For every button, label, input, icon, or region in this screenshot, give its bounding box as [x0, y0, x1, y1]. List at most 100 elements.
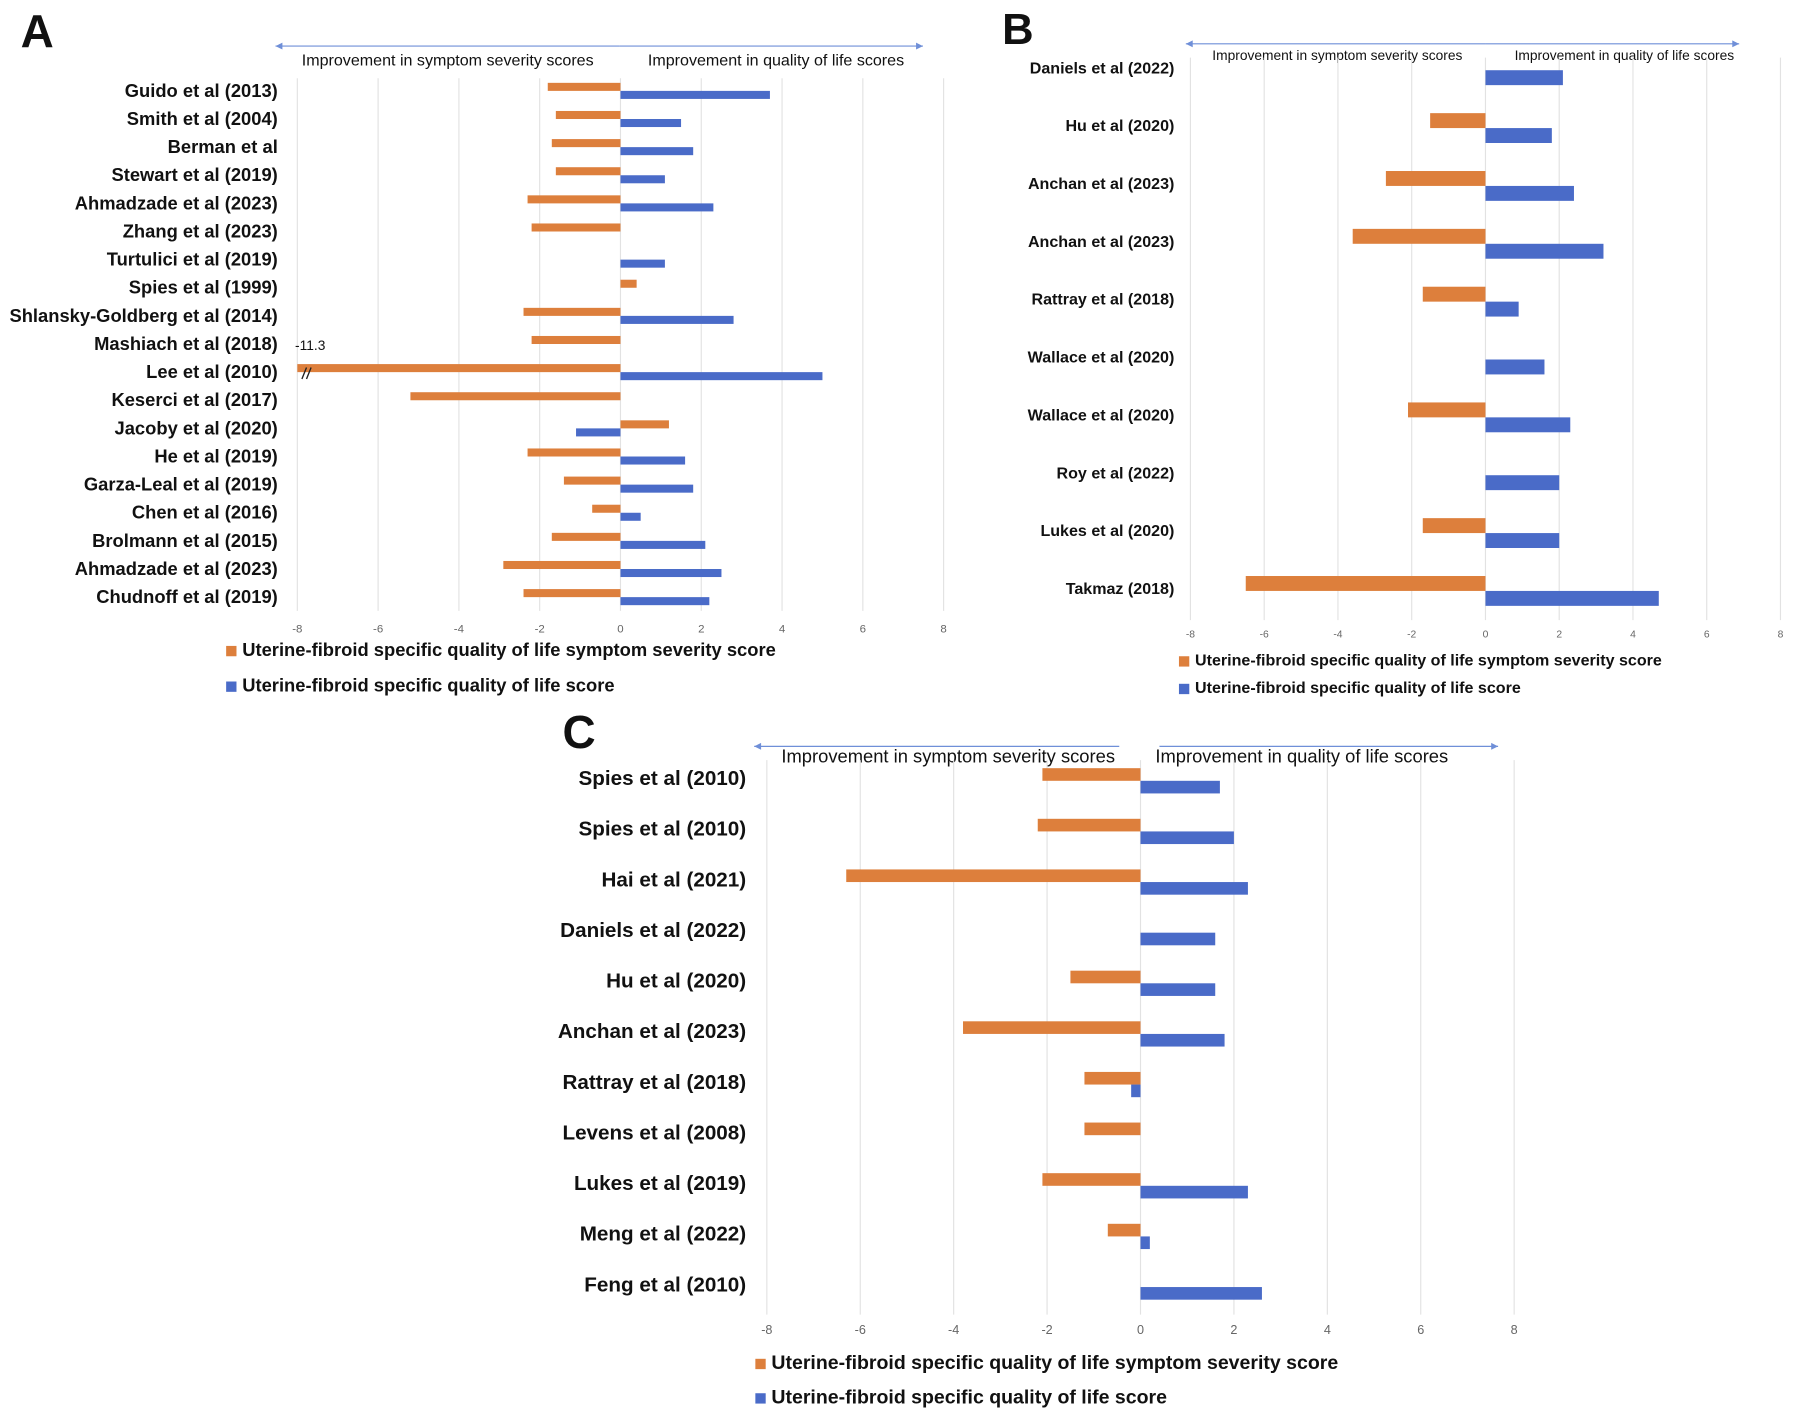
category-label: Wallace et al (2020) [1028, 406, 1175, 424]
category-label: Anchan et al (2023) [1028, 175, 1174, 193]
x-tick-label: -6 [373, 623, 383, 635]
legend-swatch [1178, 683, 1190, 695]
category-label: Anchan et al (2023) [558, 1020, 746, 1043]
bar [620, 315, 734, 324]
x-tick-label: 8 [1511, 1323, 1518, 1337]
bar [1422, 518, 1486, 534]
category-label: Spies et al (1999) [129, 277, 278, 298]
category-label: Hai et al (2021) [602, 868, 747, 891]
bar [1140, 932, 1216, 946]
category-label: Zhang et al (2023) [123, 220, 278, 241]
category-label: Lukes et al (2019) [574, 1172, 746, 1195]
bar [1485, 70, 1563, 86]
x-tick-label: 0 [1483, 630, 1489, 641]
bar [531, 223, 621, 232]
bar [503, 560, 621, 570]
bar [1485, 128, 1552, 143]
bar [563, 476, 621, 485]
category-label: Turtulici et al (2019) [107, 249, 278, 270]
x-tick-label: 6 [1417, 1323, 1424, 1337]
arrow-head [275, 42, 283, 50]
category-label: Lukes et al (2020) [1040, 522, 1174, 540]
bar [551, 532, 621, 541]
annotation: Improvement in symptom severity scores [1212, 48, 1462, 63]
x-tick-label: 0 [617, 623, 623, 635]
x-tick-label: 8 [1778, 630, 1784, 641]
category-label: Chen et al (2016) [132, 502, 278, 523]
bar [551, 139, 621, 148]
legend-label: Uterine-fibroid specific quality of life… [1195, 679, 1521, 697]
bar [1037, 818, 1141, 832]
category-label: Keserci et al (2017) [111, 389, 277, 410]
bar [527, 195, 621, 204]
category-label: Ahmadzade et al (2023) [75, 192, 278, 213]
legend-label: Uterine-fibroid specific quality of life… [242, 639, 776, 660]
legend-swatch [226, 645, 237, 657]
bar [620, 203, 714, 212]
x-tick-label: -2 [535, 623, 545, 635]
bar [1485, 359, 1545, 375]
x-tick-label: 6 [860, 623, 866, 635]
x-tick-label: -2 [1041, 1323, 1052, 1337]
bar [1485, 533, 1560, 548]
bar [1140, 1287, 1262, 1300]
value-label: -11.3 [295, 338, 326, 353]
bar [620, 119, 682, 128]
panel-label: B [1002, 6, 1034, 54]
bar [410, 392, 621, 401]
category-label: Wallace et al (2020) [1028, 349, 1175, 367]
arrow-head [1491, 742, 1499, 750]
bar [1408, 402, 1486, 418]
bar [1140, 831, 1234, 845]
x-tick-label: -4 [1333, 630, 1342, 641]
bar [1385, 171, 1486, 186]
bar [1042, 1173, 1141, 1186]
category-label: Levens et al (2008) [562, 1121, 746, 1144]
bar [1140, 882, 1248, 895]
category-label: Brolmann et al (2015) [92, 530, 278, 551]
bar [620, 420, 669, 429]
bar [620, 569, 722, 578]
x-tick-label: 6 [1704, 630, 1710, 641]
bar [523, 589, 621, 598]
category-label: Hu et al (2020) [606, 970, 746, 993]
bar [620, 147, 694, 156]
bar [620, 597, 710, 606]
bar [523, 307, 621, 316]
bar [297, 364, 621, 373]
bar [555, 167, 621, 176]
x-tick-label: 8 [940, 623, 946, 635]
annotation: Improvement in quality of life scores [1155, 746, 1448, 767]
bar [1070, 970, 1141, 984]
bar [547, 82, 621, 91]
bar [1140, 1236, 1150, 1250]
panel: A Improvement in symptom severity scores I… [9, 5, 946, 696]
bar [1140, 1033, 1225, 1047]
bar [1245, 576, 1486, 591]
arrow-head [916, 42, 923, 50]
bar [620, 372, 823, 381]
bar [592, 504, 621, 513]
bar [1084, 1122, 1141, 1136]
annotation: Improvement in symptom severity scores [302, 51, 594, 69]
x-tick-label: 4 [1630, 630, 1636, 641]
bar [527, 448, 621, 457]
category-label: Rattray et al (2018) [1032, 291, 1175, 309]
category-label: Berman et al [168, 136, 278, 157]
x-tick-label: -8 [292, 623, 302, 635]
bar [1140, 780, 1220, 794]
category-label: Feng et al (2010) [584, 1273, 746, 1296]
bar [846, 869, 1141, 883]
annotation: Improvement in quality of life scores [648, 51, 904, 69]
bar [620, 456, 686, 465]
category-label: Roy et al (2022) [1057, 464, 1175, 482]
x-tick-label: -8 [1186, 630, 1195, 641]
category-label: Spies et al (2010) [579, 818, 747, 841]
x-tick-label: -6 [855, 1323, 866, 1337]
bar [620, 175, 665, 184]
category-label: Daniels et al (2022) [1030, 59, 1175, 77]
bar [1485, 301, 1519, 317]
bar [620, 484, 694, 493]
